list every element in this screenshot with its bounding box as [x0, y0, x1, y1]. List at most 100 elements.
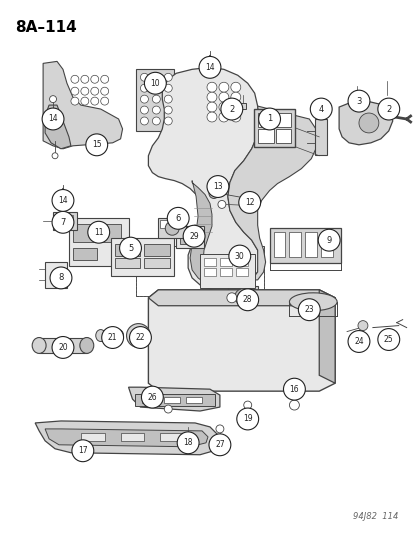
Circle shape [230, 102, 240, 112]
Bar [100, 224, 120, 242]
Circle shape [218, 82, 228, 92]
Bar [253, 109, 295, 147]
Circle shape [218, 112, 228, 122]
Bar [180, 230, 190, 244]
Circle shape [141, 386, 163, 408]
Circle shape [206, 102, 216, 112]
Bar [164, 397, 180, 403]
Bar [158, 219, 186, 238]
Circle shape [85, 134, 107, 156]
Circle shape [50, 95, 57, 103]
Bar [160, 220, 170, 228]
Text: 17: 17 [78, 446, 88, 455]
Circle shape [90, 87, 98, 95]
Bar [73, 248, 97, 260]
Circle shape [88, 221, 109, 243]
Circle shape [164, 106, 172, 114]
Text: 27: 27 [215, 440, 224, 449]
Bar [320, 232, 332, 257]
Circle shape [144, 72, 166, 94]
Circle shape [164, 95, 172, 103]
Circle shape [126, 324, 150, 348]
Bar [73, 224, 97, 242]
Bar [45, 262, 67, 288]
Bar [219, 258, 231, 266]
Bar [142, 397, 158, 403]
Circle shape [289, 400, 299, 410]
Bar [257, 113, 273, 127]
Text: 19: 19 [242, 415, 252, 424]
Circle shape [228, 245, 250, 267]
Circle shape [258, 108, 280, 130]
Circle shape [209, 189, 218, 198]
Circle shape [81, 87, 88, 95]
Bar [56, 215, 64, 225]
Circle shape [283, 378, 305, 400]
Text: 26: 26 [147, 393, 157, 402]
Polygon shape [148, 290, 335, 391]
Circle shape [164, 117, 172, 125]
Circle shape [152, 84, 160, 92]
Text: 25: 25 [383, 335, 393, 344]
Polygon shape [45, 429, 207, 447]
Circle shape [216, 425, 223, 433]
Text: 94J82  114: 94J82 114 [352, 512, 398, 521]
Circle shape [81, 75, 88, 83]
Circle shape [347, 330, 369, 352]
Circle shape [183, 436, 192, 446]
Text: 29: 29 [189, 232, 198, 241]
Circle shape [183, 225, 204, 247]
Bar [269, 228, 340, 263]
Bar [53, 212, 77, 230]
Ellipse shape [32, 337, 46, 353]
Circle shape [152, 95, 160, 103]
Circle shape [218, 102, 228, 112]
Circle shape [81, 97, 88, 105]
Bar [186, 397, 202, 403]
Circle shape [377, 328, 399, 350]
Polygon shape [227, 106, 316, 280]
Text: 28: 28 [242, 295, 252, 304]
Text: 13: 13 [213, 182, 222, 191]
Text: 3: 3 [356, 96, 361, 106]
Bar [305, 232, 316, 257]
Polygon shape [148, 290, 335, 306]
Polygon shape [45, 105, 71, 149]
Text: 21: 21 [108, 333, 117, 342]
Circle shape [164, 405, 172, 413]
Polygon shape [35, 421, 217, 455]
Polygon shape [148, 67, 259, 292]
Circle shape [234, 289, 250, 305]
Circle shape [164, 74, 172, 81]
Circle shape [152, 106, 160, 114]
Circle shape [377, 98, 399, 120]
Circle shape [42, 108, 64, 130]
Circle shape [217, 200, 225, 208]
Circle shape [52, 190, 74, 212]
Circle shape [236, 408, 258, 430]
Text: 24: 24 [353, 337, 363, 346]
Circle shape [209, 434, 230, 456]
Bar [204, 258, 216, 266]
Bar [39, 337, 87, 353]
Circle shape [206, 92, 216, 102]
Bar [120, 433, 144, 441]
Text: 8A–114: 8A–114 [15, 20, 77, 35]
Circle shape [230, 112, 240, 122]
Bar [273, 232, 285, 257]
Circle shape [152, 117, 160, 125]
Circle shape [71, 87, 78, 95]
Circle shape [206, 82, 216, 92]
Text: 23: 23 [304, 305, 313, 314]
Text: 1: 1 [266, 115, 271, 124]
Circle shape [226, 293, 236, 303]
Circle shape [358, 113, 378, 133]
Bar [110, 238, 174, 276]
Circle shape [100, 87, 108, 95]
Circle shape [347, 90, 369, 112]
Ellipse shape [95, 329, 105, 342]
Bar [199, 254, 254, 288]
Bar [235, 268, 247, 276]
Circle shape [238, 191, 260, 213]
Bar [136, 69, 174, 131]
